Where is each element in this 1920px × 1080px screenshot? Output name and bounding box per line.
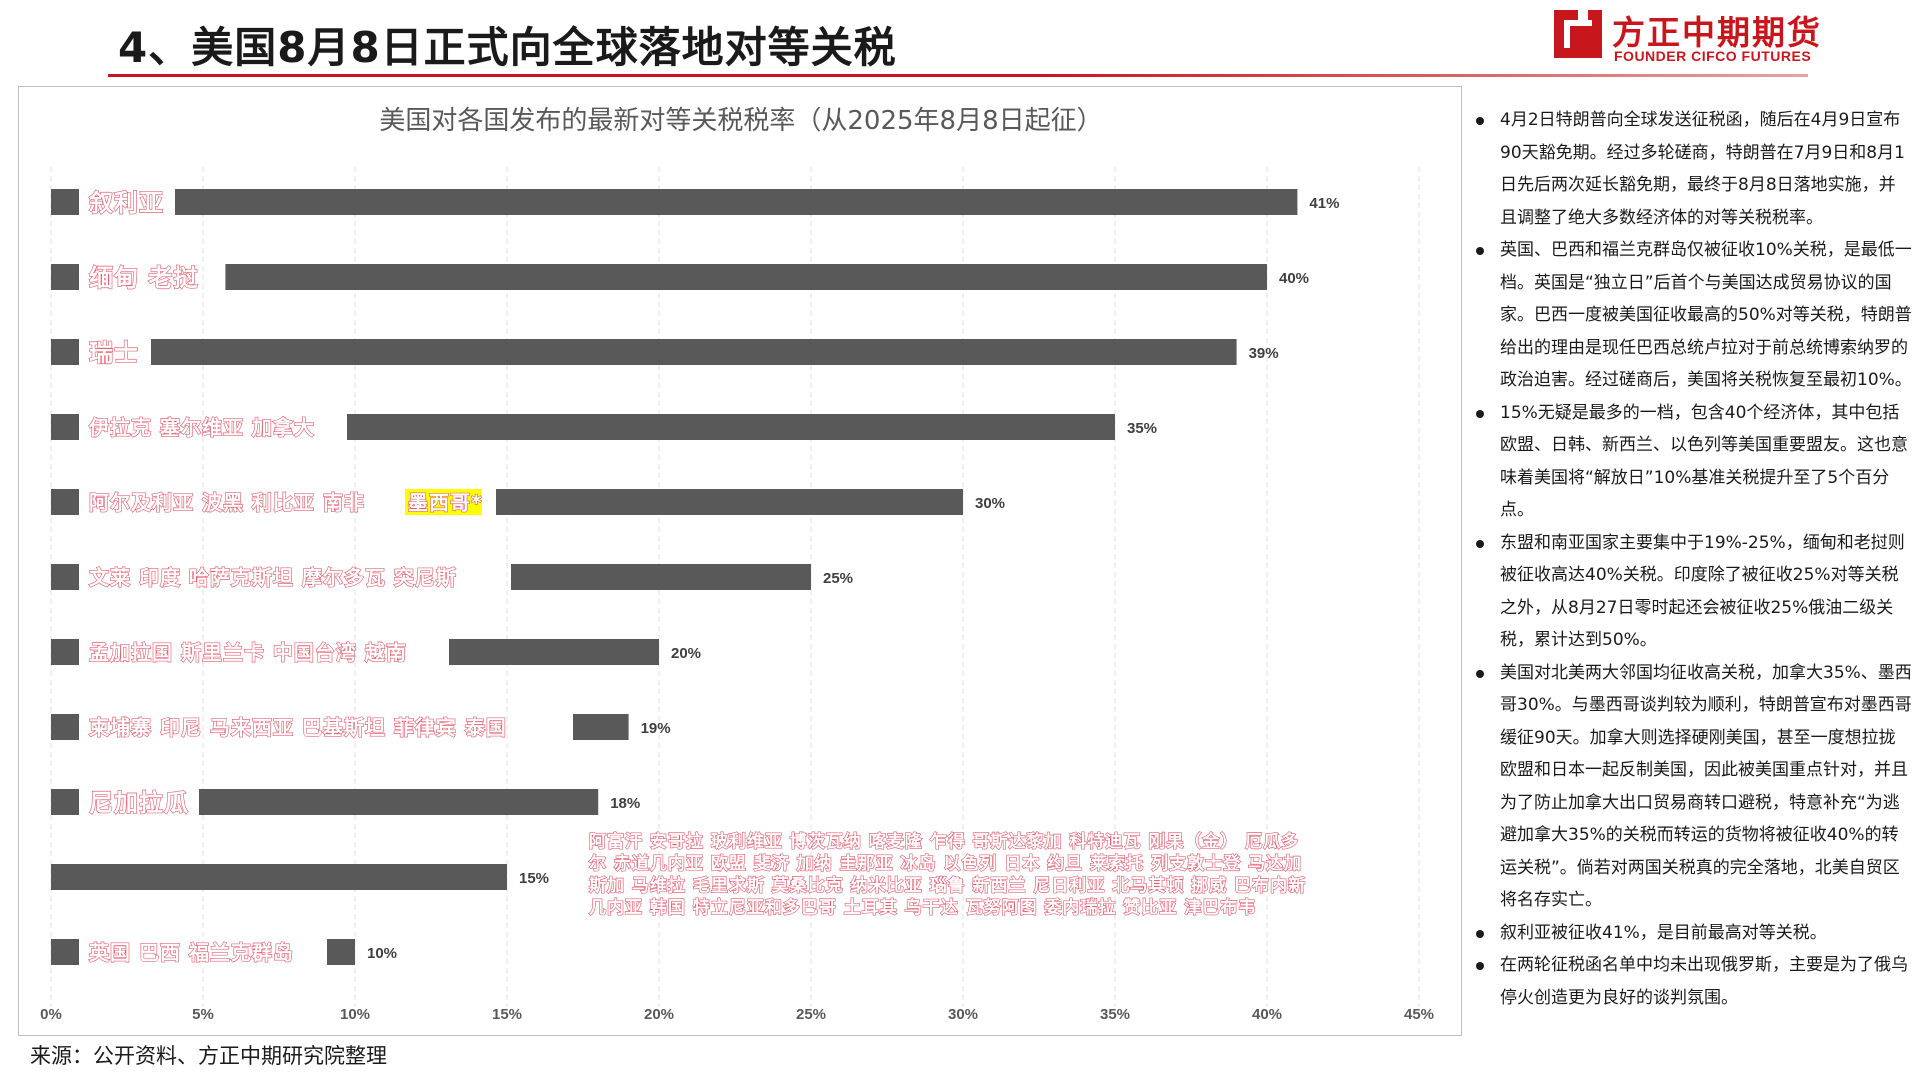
chart-title: 美国对各国发布的最新对等关税税率（从2025年8月8日起征）	[379, 106, 1102, 136]
bar-stub	[51, 414, 79, 440]
bar-value-label: 10%	[367, 945, 397, 962]
country-label-line: 尔 赤道几内亚 欧盟 斐济 加纳 圭那亚 冰岛 以色列 日本 约旦 莱索托 列支…	[589, 853, 1302, 874]
bar-value-label: 35%	[1127, 420, 1157, 437]
country-label-line: 阿富汗 安哥拉 玻利维亚 博茨瓦纳 喀麦隆 乍得 哥斯达黎加 科特迪瓦 刚果（金…	[589, 831, 1299, 852]
note-item: 美国对北美两大邻国均征收高关税，加拿大35%、墨西哥30%。与墨西哥谈判较为顺利…	[1472, 657, 1912, 917]
highlight-label: 墨西哥*	[408, 491, 482, 515]
bar-value-label: 20%	[671, 645, 701, 662]
bar-stub	[51, 489, 79, 515]
x-tick-label: 5%	[192, 1006, 214, 1023]
bar-value-label: 19%	[641, 720, 671, 737]
country-label: 缅甸 老挝	[89, 264, 198, 292]
analysis-notes: 4月2日特朗普向全球发送征税函，随后在4月9日宣布90天豁免期。经过多轮磋商，特…	[1472, 104, 1912, 1014]
note-item: 叙利亚被征收41%，是目前最高对等关税。	[1472, 917, 1912, 950]
x-tick-label: 35%	[1100, 1006, 1130, 1023]
bar-stub	[51, 264, 79, 290]
country-label: 柬埔寨 印尼 马来西亚 巴基斯坦 菲律宾 泰国	[89, 716, 507, 740]
country-label: 伊拉克 塞尔维亚 加拿大	[88, 416, 315, 440]
bar-stub	[51, 639, 79, 665]
note-item: 英国、巴西和福兰克群岛仅被征收10%关税，是最低一档。英国是“独立日”后首个与美…	[1472, 234, 1912, 397]
source-note: 来源：公开资料、方正中期研究院整理	[30, 1044, 387, 1068]
bar-stub	[51, 789, 79, 815]
tariff-bar-chart: 美国对各国发布的最新对等关税税率（从2025年8月8日起征） 0% 5% 10% 15%…	[40, 106, 1434, 1023]
x-tick-label: 30%	[948, 1006, 978, 1023]
x-tick-label: 0%	[40, 1006, 62, 1023]
country-label: 尼加拉瓜	[89, 789, 189, 817]
bar-stub	[51, 339, 79, 365]
bar-value-label: 40%	[1279, 270, 1309, 287]
bar	[573, 714, 629, 740]
country-label-line: 斯加 马维拉 毛里求斯 莫桑比克 纳米比亚 瑙鲁 新西兰 尼日利亚 北马其顿 挪…	[589, 875, 1306, 896]
header-divider	[108, 74, 1808, 77]
bar-stub	[51, 864, 507, 890]
bar	[175, 189, 1298, 215]
bar-value-label: 41%	[1309, 195, 1339, 212]
tariff-chart: 美国对各国发布的最新对等关税税率（从2025年8月8日起征） 0% 5% 10% 15%…	[18, 86, 1462, 1036]
x-tick-label: 40%	[1252, 1006, 1282, 1023]
company-logo: 方正中期期货 FOUNDER CIFCO FUTURES	[1552, 4, 1820, 68]
bar	[199, 789, 599, 815]
bar-value-label: 15%	[519, 870, 549, 887]
note-item: 4月2日特朗普向全球发送征税函，随后在4月9日宣布90天豁免期。经过多轮磋商，特…	[1472, 104, 1912, 234]
note-item: 15%无疑是最多的一档，包含40个经济体，其中包括欧盟、日韩、新西兰、以色列等美…	[1472, 397, 1912, 527]
bar-stub	[51, 564, 79, 590]
country-label: 孟加拉国 斯里兰卡 中国台湾 越南	[89, 641, 407, 665]
country-label: 阿尔及利亚 波黑 利比亚 南非	[89, 491, 365, 515]
bar	[327, 939, 355, 965]
bar-stub	[51, 939, 79, 965]
bar-value-label: 30%	[975, 495, 1005, 512]
bar	[449, 639, 659, 665]
x-tick-label: 10%	[340, 1006, 370, 1023]
x-tick-label: 45%	[1404, 1006, 1434, 1023]
country-label: 叙利亚	[89, 189, 164, 217]
bar	[496, 489, 963, 515]
x-tick-label: 20%	[644, 1006, 674, 1023]
note-item: 在两轮征税函名单中均未出现俄罗斯，主要是为了俄乌停火创造更为良好的谈判氛围。	[1472, 949, 1912, 1014]
country-label-line: 几内亚 韩国 特立尼亚和多巴哥 土耳其 乌干达 瓦努阿图 委内瑞拉 赞比亚 津巴…	[589, 897, 1256, 918]
highlight-box	[405, 489, 482, 515]
bar-value-label: 39%	[1249, 345, 1279, 362]
logo-name-cn: 方正中期期货	[1612, 13, 1822, 52]
bar-value-label: 25%	[823, 570, 853, 587]
country-label: 英国 巴西 福兰克群岛	[89, 941, 294, 965]
bar	[347, 414, 1115, 440]
country-label: 文莱 印度 哈萨克斯坦 摩尔多瓦 突尼斯	[89, 566, 457, 590]
page-title: 4、美国8月8日正式向全球落地对等关税	[118, 23, 897, 72]
logo-name-en: FOUNDER CIFCO FUTURES	[1614, 48, 1812, 64]
x-tick-label: 15%	[492, 1006, 522, 1023]
x-tick-label: 25%	[796, 1006, 826, 1023]
bar-value-label: 18%	[610, 795, 640, 812]
bar	[151, 339, 1237, 365]
bar-stub	[51, 189, 79, 215]
bar-stub	[51, 714, 79, 740]
country-label: 瑞士	[89, 339, 139, 367]
bar	[511, 564, 811, 590]
founder-logo-icon	[1554, 10, 1602, 58]
bar	[225, 264, 1267, 290]
note-item: 东盟和南亚国家主要集中于19%-25%，缅甸和老挝则被征收高达40%关税。印度除…	[1472, 527, 1912, 657]
